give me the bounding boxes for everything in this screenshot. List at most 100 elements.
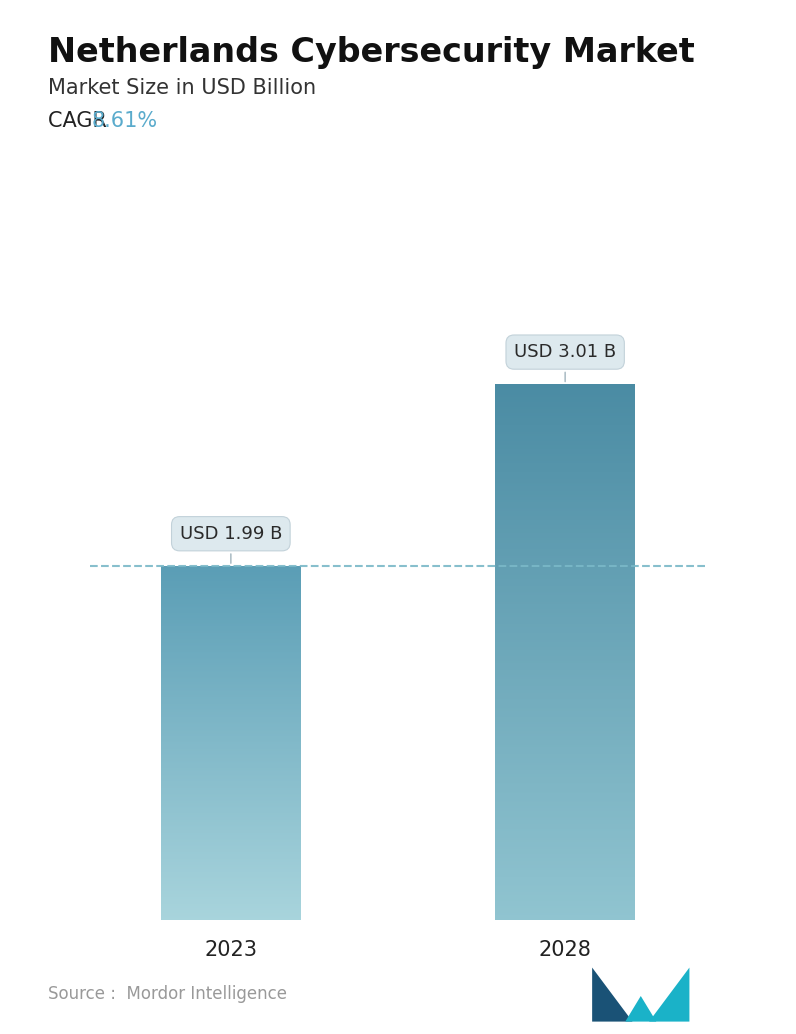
Bar bbox=[161, 697, 301, 698]
Bar bbox=[495, 670, 635, 672]
Bar bbox=[495, 525, 635, 527]
Bar bbox=[495, 504, 635, 506]
Bar bbox=[495, 457, 635, 459]
Bar bbox=[161, 895, 301, 896]
Bar bbox=[495, 843, 635, 845]
Bar bbox=[161, 886, 301, 887]
Bar bbox=[495, 427, 635, 429]
Bar bbox=[495, 891, 635, 893]
Bar bbox=[161, 668, 301, 670]
Bar bbox=[495, 482, 635, 484]
Bar bbox=[495, 398, 635, 400]
Bar bbox=[495, 534, 635, 536]
Text: USD 3.01 B: USD 3.01 B bbox=[514, 343, 616, 382]
Bar bbox=[495, 791, 635, 793]
Bar bbox=[495, 475, 635, 477]
Bar bbox=[161, 774, 301, 777]
Bar bbox=[161, 851, 301, 853]
Polygon shape bbox=[649, 968, 689, 1022]
Bar bbox=[495, 884, 635, 886]
Bar bbox=[161, 617, 301, 619]
Bar bbox=[161, 597, 301, 598]
Bar bbox=[161, 765, 301, 766]
Bar bbox=[495, 766, 635, 768]
Bar bbox=[495, 690, 635, 692]
Bar bbox=[495, 800, 635, 802]
Bar bbox=[495, 572, 635, 574]
Bar bbox=[495, 552, 635, 554]
Bar bbox=[495, 474, 635, 476]
Bar bbox=[161, 801, 301, 803]
Bar bbox=[161, 768, 301, 770]
Bar bbox=[495, 781, 635, 783]
Bar bbox=[161, 693, 301, 695]
Text: CAGR: CAGR bbox=[48, 111, 113, 130]
Bar bbox=[161, 795, 301, 796]
Bar bbox=[161, 699, 301, 701]
Bar bbox=[161, 789, 301, 790]
Bar bbox=[495, 827, 635, 829]
Bar bbox=[161, 797, 301, 798]
Bar bbox=[161, 780, 301, 781]
Bar bbox=[161, 821, 301, 822]
Bar bbox=[495, 567, 635, 569]
Bar bbox=[495, 861, 635, 863]
Bar bbox=[495, 757, 635, 759]
Bar bbox=[161, 694, 301, 696]
Bar bbox=[161, 857, 301, 859]
Bar bbox=[161, 598, 301, 599]
Bar bbox=[495, 402, 635, 404]
Bar bbox=[495, 527, 635, 529]
Bar bbox=[495, 425, 635, 427]
Bar bbox=[161, 879, 301, 880]
Bar bbox=[161, 663, 301, 664]
Bar bbox=[161, 854, 301, 855]
Bar bbox=[495, 489, 635, 491]
Bar bbox=[495, 825, 635, 827]
Bar bbox=[161, 606, 301, 607]
Polygon shape bbox=[592, 968, 633, 1022]
Bar bbox=[161, 917, 301, 919]
Bar bbox=[495, 523, 635, 525]
Bar bbox=[495, 434, 635, 436]
Bar bbox=[495, 656, 635, 658]
Bar bbox=[495, 619, 635, 621]
Bar bbox=[161, 607, 301, 608]
Bar bbox=[161, 861, 301, 862]
Bar bbox=[161, 672, 301, 673]
Bar bbox=[495, 395, 635, 397]
Bar bbox=[161, 889, 301, 890]
Bar bbox=[495, 507, 635, 510]
Bar bbox=[161, 913, 301, 914]
Bar bbox=[495, 479, 635, 481]
Bar bbox=[161, 575, 301, 577]
Bar bbox=[161, 892, 301, 894]
Bar bbox=[161, 671, 301, 672]
Bar bbox=[495, 568, 635, 570]
Bar bbox=[495, 420, 635, 422]
Bar bbox=[495, 595, 635, 597]
Bar bbox=[161, 750, 301, 752]
Bar bbox=[161, 880, 301, 881]
Bar bbox=[495, 416, 635, 418]
Bar bbox=[161, 674, 301, 676]
Bar bbox=[161, 754, 301, 755]
Bar bbox=[495, 400, 635, 402]
Bar bbox=[495, 737, 635, 739]
Bar bbox=[495, 773, 635, 776]
Bar bbox=[161, 818, 301, 820]
Bar bbox=[161, 731, 301, 732]
Bar bbox=[161, 592, 301, 595]
Bar bbox=[161, 785, 301, 787]
Bar bbox=[495, 914, 635, 917]
Bar bbox=[161, 824, 301, 826]
Bar bbox=[495, 632, 635, 635]
Bar bbox=[161, 845, 301, 846]
Bar bbox=[495, 405, 635, 407]
Bar bbox=[495, 604, 635, 606]
Bar bbox=[495, 538, 635, 540]
Bar bbox=[495, 467, 635, 470]
Bar bbox=[495, 407, 635, 409]
Bar bbox=[161, 816, 301, 818]
Bar bbox=[161, 784, 301, 786]
